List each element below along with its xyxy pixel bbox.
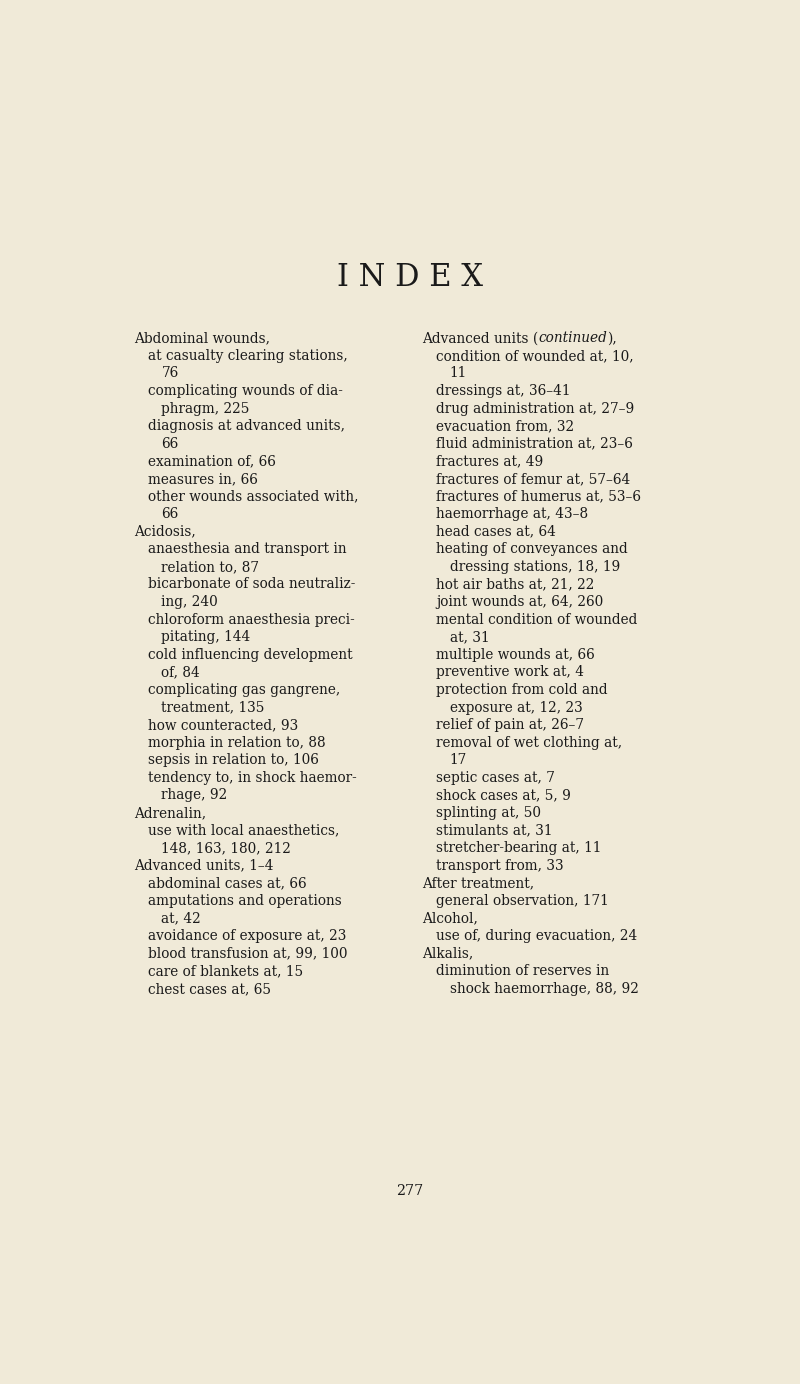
Text: complicating gas gangrene,: complicating gas gangrene, [148, 682, 340, 698]
Text: rhage, 92: rhage, 92 [162, 789, 228, 803]
Text: haemorrhage at, 43–8: haemorrhage at, 43–8 [436, 507, 588, 522]
Text: stretcher-bearing at, 11: stretcher-bearing at, 11 [436, 841, 602, 855]
Text: Advanced units, 1–4: Advanced units, 1–4 [134, 858, 274, 873]
Text: joint wounds at, 64, 260: joint wounds at, 64, 260 [436, 595, 603, 609]
Text: dressing stations, 18, 19: dressing stations, 18, 19 [450, 561, 620, 574]
Text: ing, 240: ing, 240 [162, 595, 218, 609]
Text: head cases at, 64: head cases at, 64 [436, 525, 556, 538]
Text: morphia in relation to, 88: morphia in relation to, 88 [148, 736, 326, 750]
Text: bicarbonate of soda neutraliz-: bicarbonate of soda neutraliz- [148, 577, 355, 591]
Text: heating of conveyances and: heating of conveyances and [436, 543, 628, 556]
Text: measures in, 66: measures in, 66 [148, 472, 258, 486]
Text: Abdominal wounds,: Abdominal wounds, [134, 331, 270, 345]
Text: tendency to, in shock haemor-: tendency to, in shock haemor- [148, 771, 357, 785]
Text: fluid administration at, 23–6: fluid administration at, 23–6 [436, 437, 633, 451]
Text: complicating wounds of dia-: complicating wounds of dia- [148, 383, 342, 399]
Text: 66: 66 [162, 437, 178, 451]
Text: hot air baths at, 21, 22: hot air baths at, 21, 22 [436, 577, 594, 591]
Text: septic cases at, 7: septic cases at, 7 [436, 771, 555, 785]
Text: After treatment,: After treatment, [422, 876, 534, 890]
Text: preventive work at, 4: preventive work at, 4 [436, 666, 584, 680]
Text: fractures of femur at, 57–64: fractures of femur at, 57–64 [436, 472, 630, 486]
Text: stimulants at, 31: stimulants at, 31 [436, 823, 553, 837]
Text: relation to, 87: relation to, 87 [162, 561, 259, 574]
Text: amputations and operations: amputations and operations [148, 894, 342, 908]
Text: diminution of reserves in: diminution of reserves in [436, 965, 610, 978]
Text: fractures of humerus at, 53–6: fractures of humerus at, 53–6 [436, 490, 641, 504]
Text: at, 31: at, 31 [450, 630, 490, 644]
Text: fractures at, 49: fractures at, 49 [436, 454, 543, 468]
Text: abdominal cases at, 66: abdominal cases at, 66 [148, 876, 306, 890]
Text: care of blankets at, 15: care of blankets at, 15 [148, 965, 303, 978]
Text: at casualty clearing stations,: at casualty clearing stations, [148, 349, 347, 363]
Text: 277: 277 [396, 1185, 424, 1199]
Text: phragm, 225: phragm, 225 [162, 401, 250, 415]
Text: relief of pain at, 26–7: relief of pain at, 26–7 [436, 718, 584, 732]
Text: 17: 17 [450, 753, 467, 767]
Text: transport from, 33: transport from, 33 [436, 858, 564, 873]
Text: 11: 11 [450, 367, 467, 381]
Text: ),: ), [607, 331, 618, 345]
Text: Acidosis,: Acidosis, [134, 525, 196, 538]
Text: chloroform anaesthesia preci-: chloroform anaesthesia preci- [148, 613, 354, 627]
Text: 148, 163, 180, 212: 148, 163, 180, 212 [162, 841, 291, 855]
Text: Adrenalin,: Adrenalin, [134, 805, 206, 821]
Text: exposure at, 12, 23: exposure at, 12, 23 [450, 700, 582, 714]
Text: diagnosis at advanced units,: diagnosis at advanced units, [148, 419, 345, 433]
Text: treatment, 135: treatment, 135 [162, 700, 265, 714]
Text: shock haemorrhage, 88, 92: shock haemorrhage, 88, 92 [450, 981, 638, 996]
Text: blood transfusion at, 99, 100: blood transfusion at, 99, 100 [148, 947, 347, 960]
Text: at, 42: at, 42 [162, 912, 201, 926]
Text: 66: 66 [162, 507, 178, 522]
Text: examination of, 66: examination of, 66 [148, 454, 276, 468]
Text: removal of wet clothing at,: removal of wet clothing at, [436, 736, 622, 750]
Text: pitating, 144: pitating, 144 [162, 630, 250, 644]
Text: use with local anaesthetics,: use with local anaesthetics, [148, 823, 339, 837]
Text: multiple wounds at, 66: multiple wounds at, 66 [436, 648, 594, 662]
Text: use of, during evacuation, 24: use of, during evacuation, 24 [436, 929, 638, 943]
Text: sepsis in relation to, 106: sepsis in relation to, 106 [148, 753, 318, 767]
Text: 76: 76 [162, 367, 178, 381]
Text: condition of wounded at, 10,: condition of wounded at, 10, [436, 349, 634, 363]
Text: dressings at, 36–41: dressings at, 36–41 [436, 383, 570, 399]
Text: Alkalis,: Alkalis, [422, 947, 474, 960]
Text: protection from cold and: protection from cold and [436, 682, 608, 698]
Text: shock cases at, 5, 9: shock cases at, 5, 9 [436, 789, 571, 803]
Text: cold influencing development: cold influencing development [148, 648, 352, 662]
Text: Alcohol,: Alcohol, [422, 912, 478, 926]
Text: anaesthesia and transport in: anaesthesia and transport in [148, 543, 346, 556]
Text: Advanced units (: Advanced units ( [422, 331, 538, 345]
Text: avoidance of exposure at, 23: avoidance of exposure at, 23 [148, 929, 346, 943]
Text: how counteracted, 93: how counteracted, 93 [148, 718, 298, 732]
Text: chest cases at, 65: chest cases at, 65 [148, 981, 270, 996]
Text: continued: continued [538, 331, 607, 345]
Text: splinting at, 50: splinting at, 50 [436, 805, 541, 821]
Text: mental condition of wounded: mental condition of wounded [436, 613, 638, 627]
Text: other wounds associated with,: other wounds associated with, [148, 490, 358, 504]
Text: drug administration at, 27–9: drug administration at, 27–9 [436, 401, 634, 415]
Text: of, 84: of, 84 [162, 666, 200, 680]
Text: evacuation from, 32: evacuation from, 32 [436, 419, 574, 433]
Text: I N D E X: I N D E X [337, 263, 483, 293]
Text: general observation, 171: general observation, 171 [436, 894, 609, 908]
